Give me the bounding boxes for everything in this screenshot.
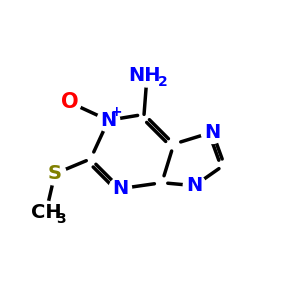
Text: 3: 3 <box>56 212 66 226</box>
Circle shape <box>44 163 66 185</box>
Text: N: N <box>187 176 203 195</box>
Circle shape <box>58 91 81 114</box>
Text: +: + <box>111 105 122 119</box>
Text: S: S <box>48 164 62 183</box>
Text: O: O <box>61 92 79 112</box>
Circle shape <box>109 177 132 200</box>
Text: N: N <box>100 111 116 130</box>
Text: CH: CH <box>31 203 61 222</box>
Text: N: N <box>204 123 220 142</box>
Circle shape <box>183 174 206 197</box>
Circle shape <box>136 64 158 87</box>
Circle shape <box>201 121 224 143</box>
Text: NH: NH <box>128 66 160 85</box>
Circle shape <box>35 201 57 224</box>
Text: N: N <box>112 179 128 198</box>
Circle shape <box>97 109 120 132</box>
Text: 2: 2 <box>158 75 167 89</box>
